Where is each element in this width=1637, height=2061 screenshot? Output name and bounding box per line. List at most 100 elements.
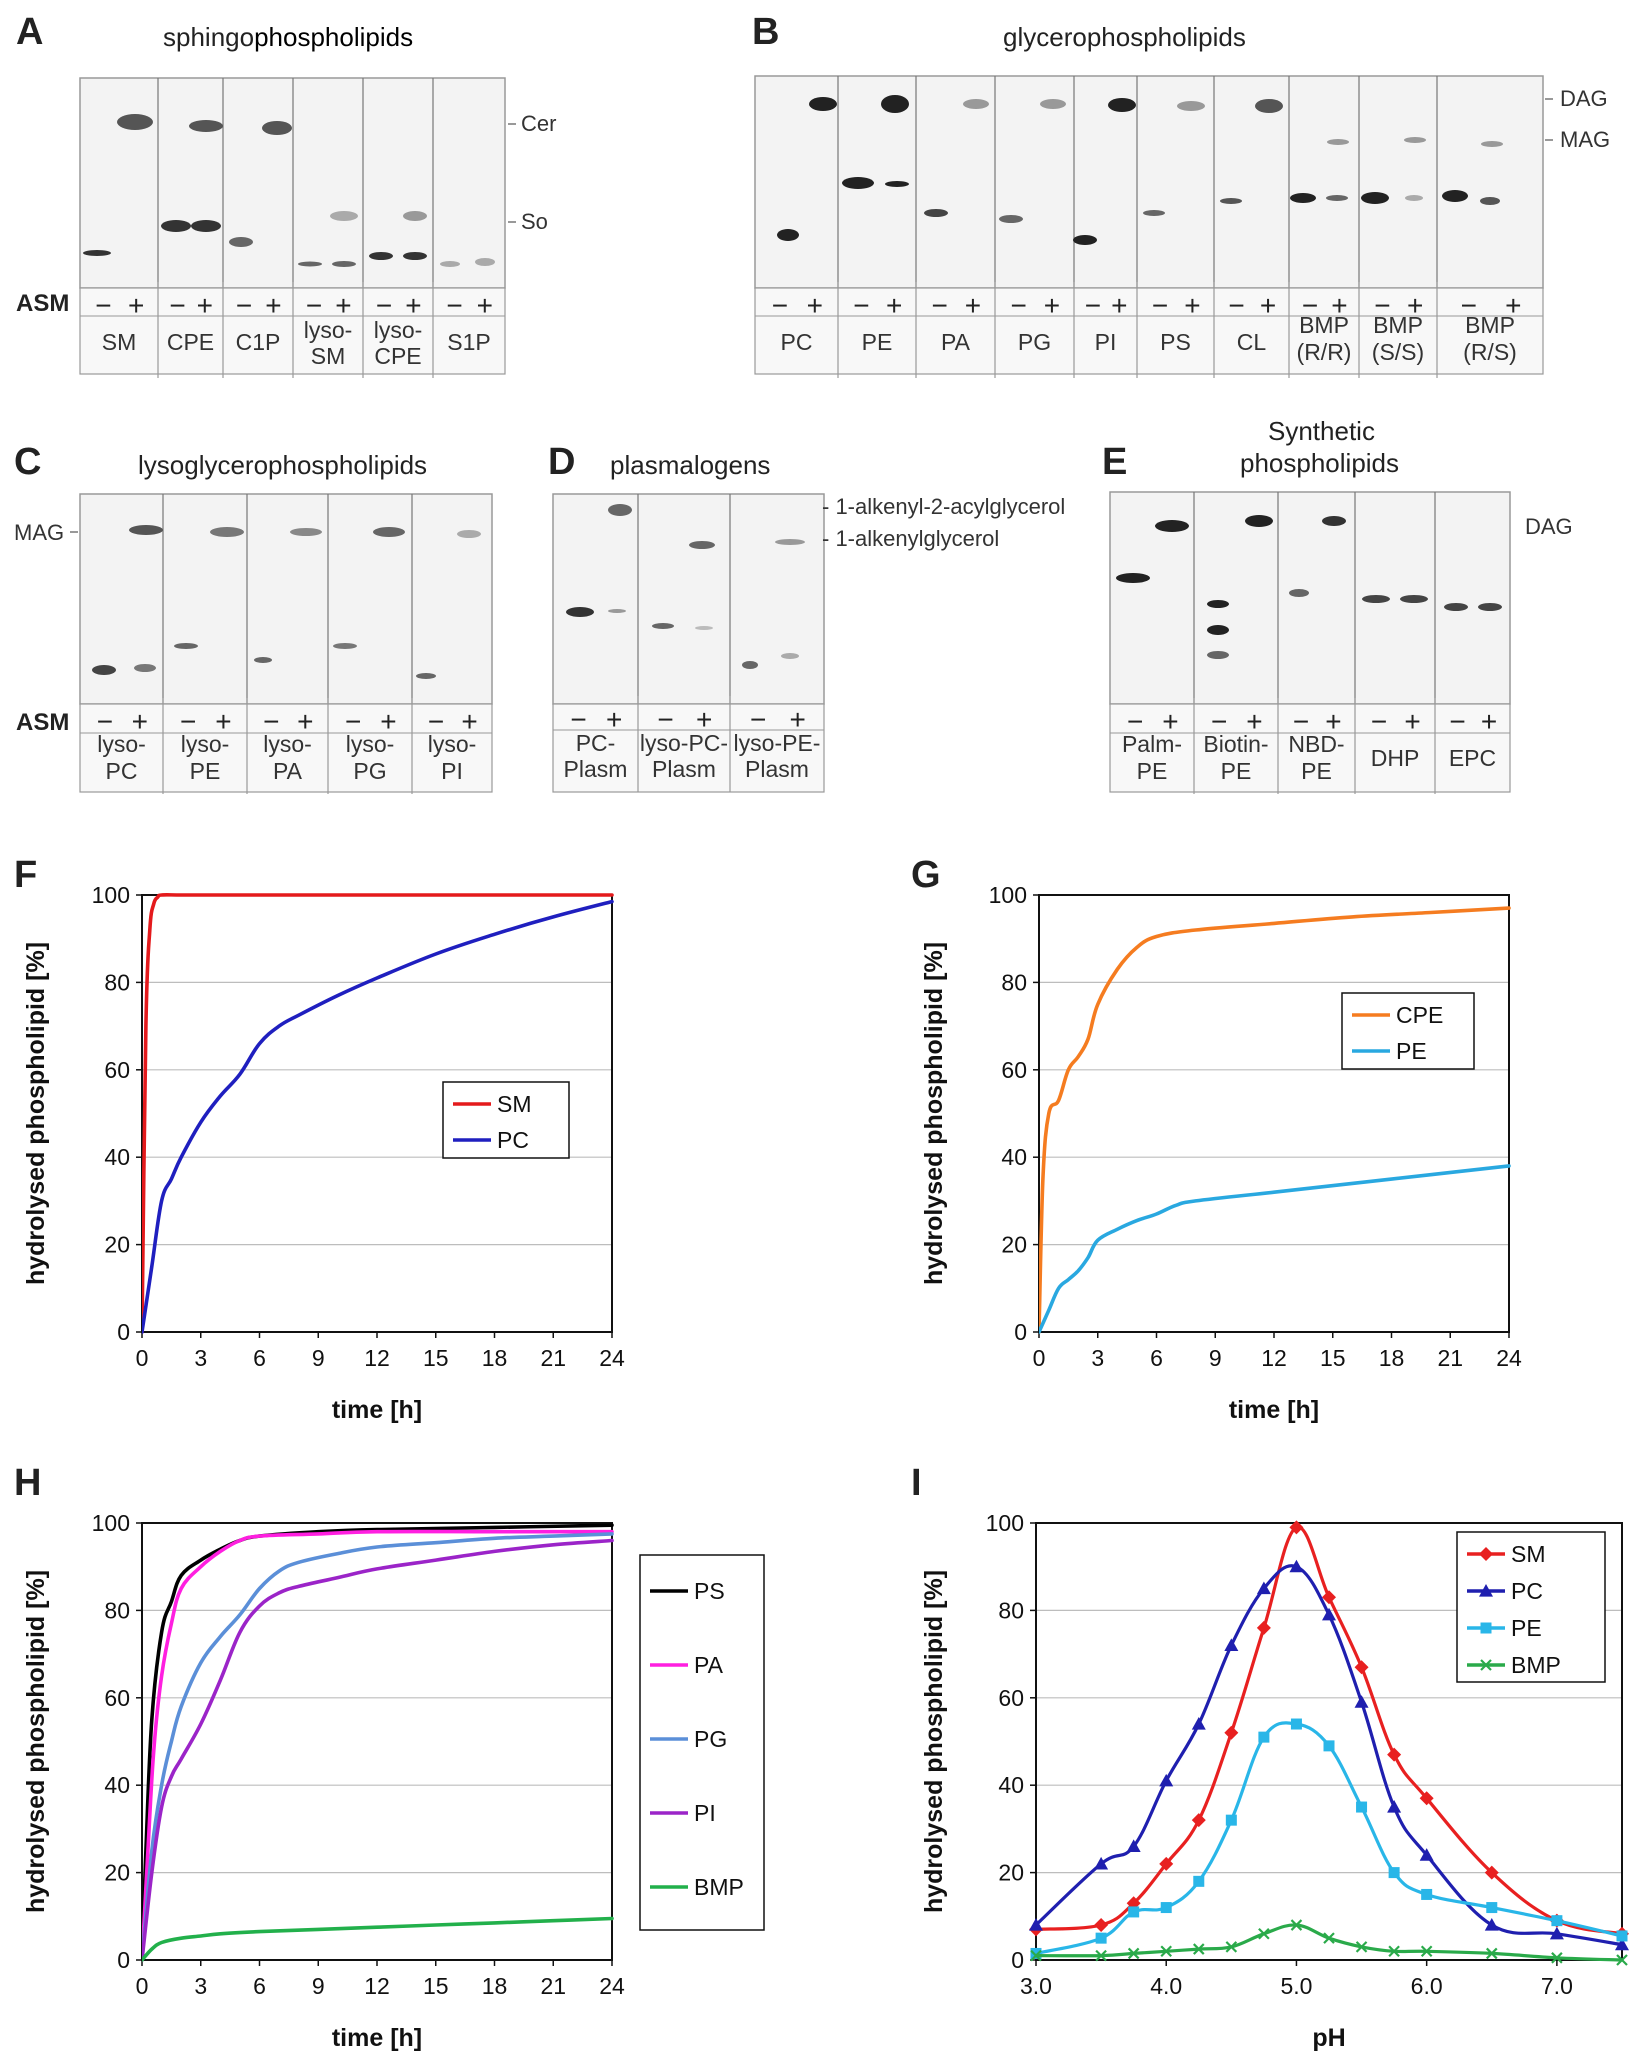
lane-label: lyso- — [97, 731, 146, 757]
panel-a-title: sphingophospholipids — [163, 22, 413, 52]
lane-sign-plus: + — [1111, 290, 1127, 321]
data-point — [1549, 1926, 1564, 1940]
y-tick-label: 100 — [92, 1510, 130, 1536]
lane-sign-plus: + — [807, 290, 823, 321]
data-point — [1193, 1875, 1205, 1887]
data-point — [1479, 1547, 1493, 1561]
x-tick-label: 6 — [1150, 1345, 1163, 1371]
lane-label: BMP — [1373, 312, 1423, 338]
legend-entry-ps: PS — [650, 1578, 725, 1604]
lane-label: lyso- — [374, 317, 423, 343]
y-tick-label: 0 — [1011, 1947, 1024, 1973]
lane-sign-minus: − — [657, 704, 673, 735]
panel-letter-d: D — [548, 441, 575, 483]
band-label-dag-e: DAG — [1525, 514, 1573, 539]
data-point — [1126, 1839, 1141, 1852]
lane-label: S1P — [447, 329, 490, 355]
data-point — [1095, 1949, 1107, 1962]
data-point — [1193, 1943, 1205, 1955]
data-point — [1030, 1949, 1042, 1962]
panel-letter-e: E — [1102, 441, 1127, 483]
data-point — [1486, 1947, 1498, 1960]
lane-label: DHP — [1371, 745, 1420, 771]
plot-area — [142, 1523, 612, 1960]
band-label-cer: Cer — [521, 111, 556, 136]
legend-label: PC — [497, 1127, 529, 1153]
data-point — [1258, 1928, 1270, 1940]
data-point — [1159, 1773, 1174, 1787]
lane-sign-plus: + — [1404, 706, 1420, 737]
legend-entry-sm: SM — [1467, 1541, 1546, 1567]
y-tick-label: 0 — [1014, 1319, 1027, 1345]
x-tick-label: 12 — [364, 1973, 390, 1999]
lane-sign-minus: − — [97, 706, 113, 737]
lane-sign-plus: + — [477, 290, 493, 321]
band-label-alkenylacylglycerol: - 1-alkenyl-2-acylglycerol — [822, 494, 1065, 519]
x-tick-label: 9 — [312, 1973, 325, 1999]
x-tick-label: 24 — [599, 1345, 625, 1371]
lane-sign-minus: − — [446, 290, 462, 321]
data-point — [1224, 1725, 1239, 1740]
legend-entry-pe: PE — [1352, 1038, 1427, 1064]
data-point — [1127, 1947, 1140, 1960]
lane-label: BMP — [1299, 312, 1349, 338]
lane-sign-minus: − — [1371, 706, 1387, 737]
data-point — [1191, 1813, 1206, 1828]
lane-sign-minus: − — [376, 290, 392, 321]
y-axis-label: hydrolysed phospholipid [%] — [920, 942, 948, 1285]
x-tick-label: 5.0 — [1280, 1973, 1312, 1999]
x-tick-label: 18 — [482, 1345, 508, 1371]
panel-letter-i: I — [911, 1462, 922, 1504]
lane-label: (S/S) — [1372, 339, 1424, 365]
x-tick-label: 3 — [194, 1973, 207, 1999]
data-point — [1356, 1801, 1368, 1813]
data-point — [1484, 1918, 1499, 1931]
lane-label: PE — [1221, 758, 1252, 784]
series-line-pg — [142, 1532, 614, 1962]
x-tick-label: 0 — [136, 1345, 149, 1371]
x-axis-label: time [h] — [332, 1396, 422, 1424]
lane-sign-minus: − — [169, 290, 185, 321]
legend-label: PE — [1396, 1038, 1427, 1064]
band-label-alkenylglycerol: - 1-alkenylglycerol — [822, 526, 999, 551]
lane-sign-minus: − — [1085, 290, 1101, 321]
y-tick-label: 100 — [989, 882, 1027, 908]
panel-d-title: plasmalogens — [610, 450, 770, 480]
lane-label: PE — [862, 329, 893, 355]
x-tick-label: 0 — [1033, 1345, 1046, 1371]
lane-label: PI — [441, 758, 463, 784]
data-point — [1480, 1622, 1492, 1634]
panel-e-title-line2: phospholipids — [1240, 448, 1399, 478]
y-tick-label: 60 — [104, 1057, 130, 1083]
lane-sign-plus: + — [461, 706, 477, 737]
legend-label: SM — [497, 1091, 532, 1117]
legend-label: SM — [1511, 1541, 1546, 1567]
lane-label: PE — [190, 758, 221, 784]
x-tick-label: 6 — [253, 1973, 266, 1999]
chart-g: 0 20 40 60 80 100 0 3 6 9 12 15 18 21 24 time [h] hydrol… — [920, 882, 1522, 1424]
panel-letter-g: G — [911, 854, 941, 896]
y-tick-label: 20 — [104, 1860, 130, 1886]
series-markers-bmp — [1030, 1919, 1628, 1966]
x-tick-label: 4.0 — [1150, 1973, 1182, 1999]
lane-label: lyso-PE- — [734, 730, 821, 756]
lane-sign-plus: + — [1331, 290, 1347, 321]
lane-label: lyso- — [304, 317, 353, 343]
lane-label: (R/S) — [1463, 339, 1517, 365]
data-point — [1256, 1581, 1271, 1595]
lane-label: SM — [311, 343, 346, 369]
panel-a-title-prefix: sphingo — [163, 22, 254, 52]
legend-entry-pg: PG — [650, 1726, 727, 1752]
legend-box — [1341, 992, 1475, 1070]
legend-label: PC — [1511, 1578, 1543, 1604]
lane-label: C1P — [236, 329, 281, 355]
data-point — [1323, 1932, 1335, 1944]
panel-b-title: glycerophospholipids — [1003, 22, 1246, 52]
series-line-ps — [142, 1523, 614, 1962]
chart-h: 0 20 40 60 80 100 0 3 6 9 12 15 18 21 24 time [h] hydrol… — [22, 1510, 765, 2052]
data-point — [1030, 1947, 1042, 1959]
legend-label: PG — [694, 1726, 727, 1752]
x-tick-label: 9 — [312, 1345, 325, 1371]
lane-sign-plus: + — [1260, 290, 1276, 321]
